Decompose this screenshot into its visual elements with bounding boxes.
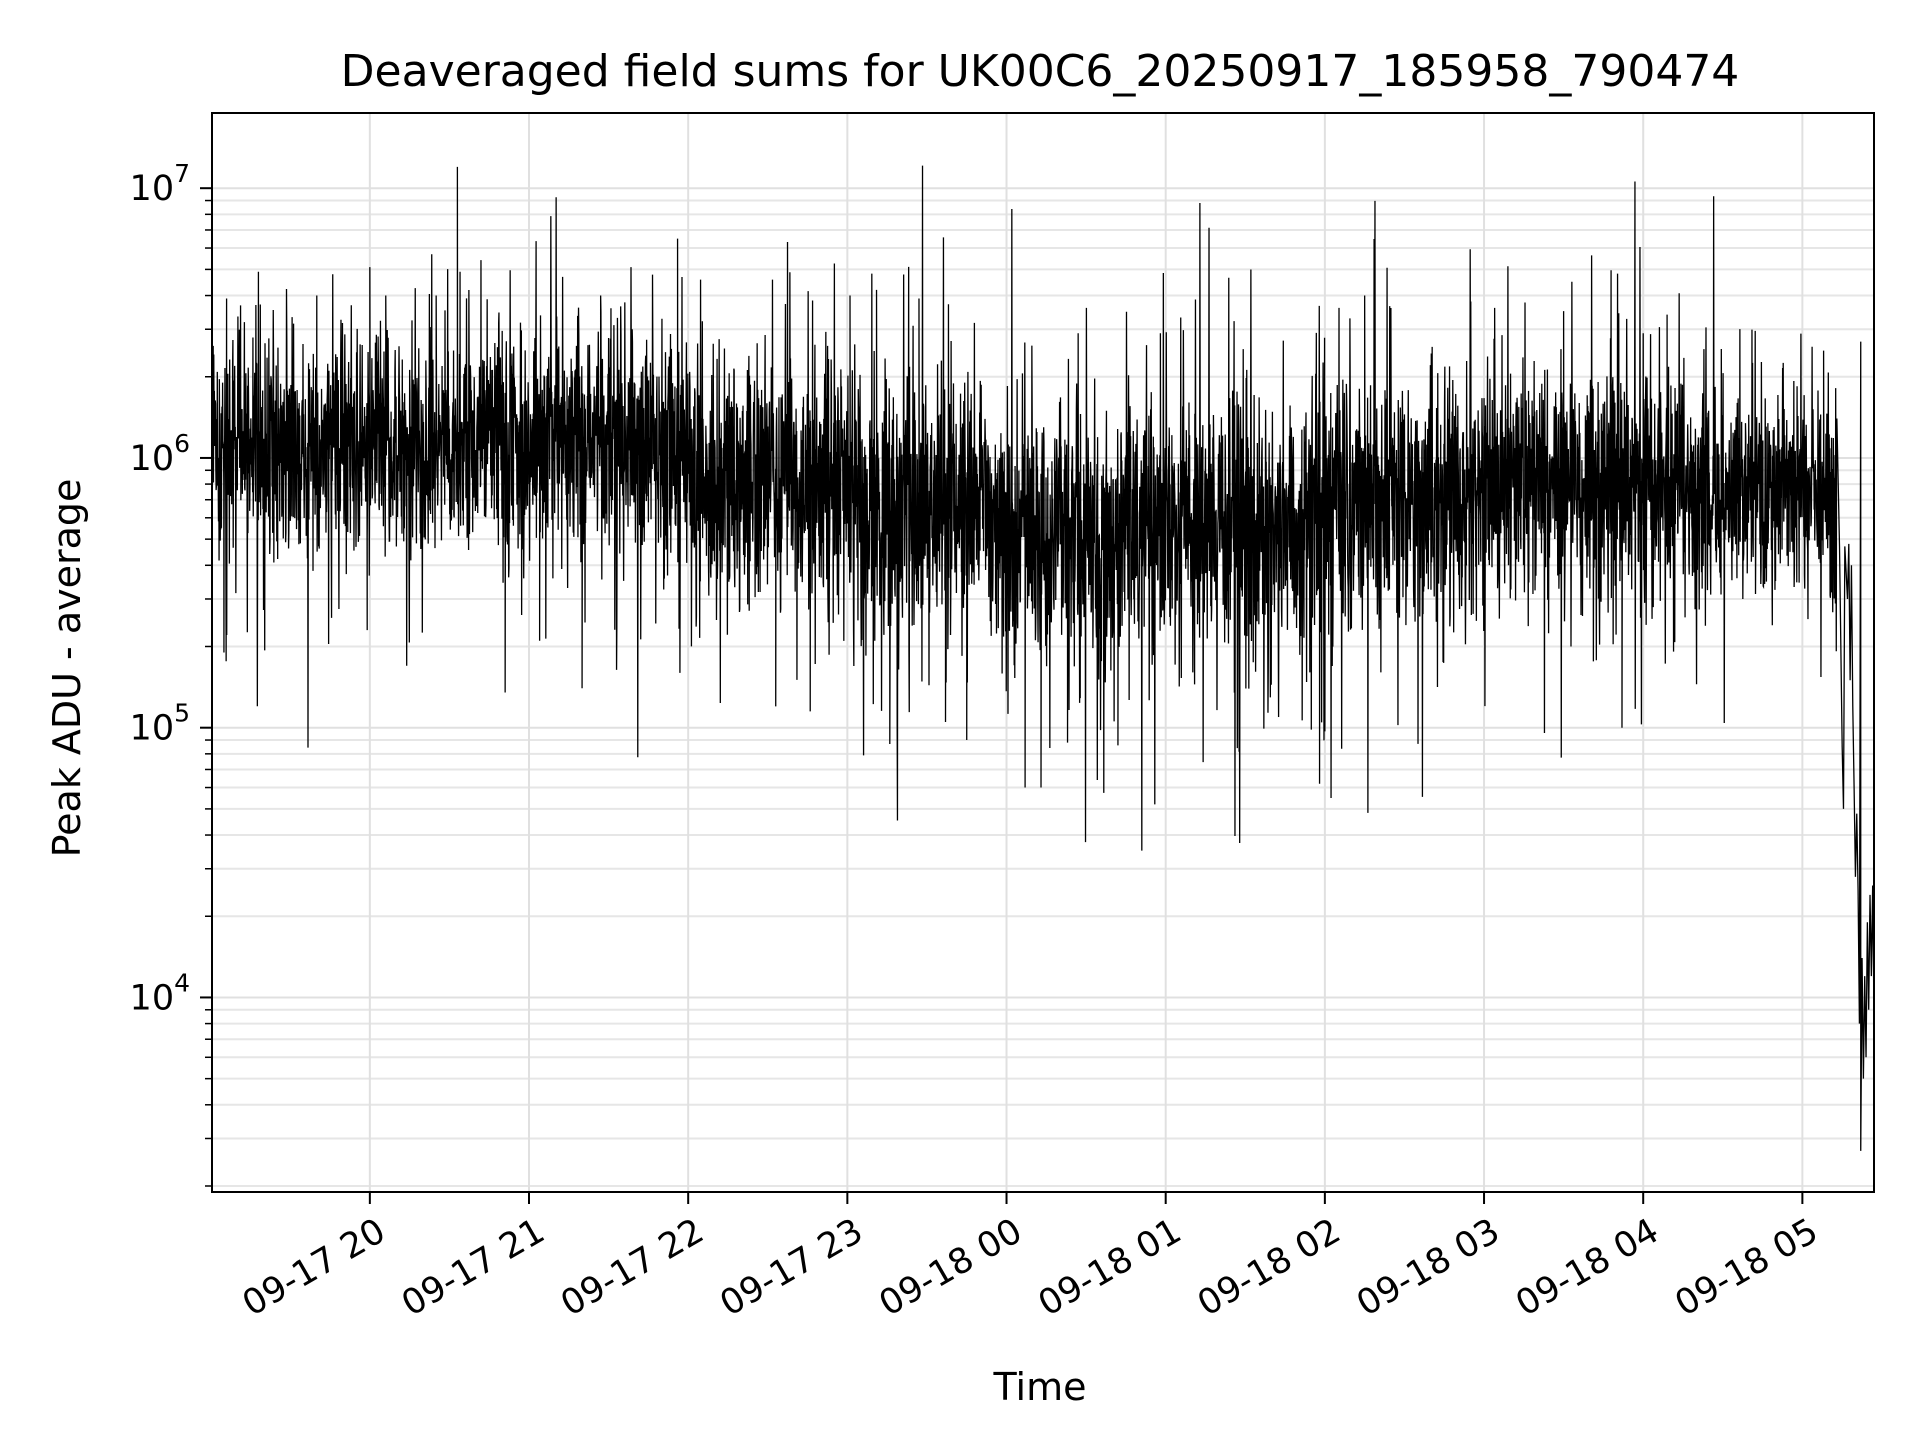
x-tick-label: 09-18 04: [1509, 1211, 1665, 1324]
y-axis-label: Peak ADU - average: [45, 479, 89, 858]
series-layer: [211, 165, 1875, 1151]
x-tick-label: 09-17 21: [395, 1211, 551, 1324]
y-tick-label: 107: [130, 159, 190, 209]
plot-frame: [211, 112, 1875, 1193]
x-tick-label: 09-18 00: [873, 1211, 1029, 1324]
x-tick-label: 09-18 01: [1032, 1211, 1188, 1324]
y-tick-label: 106: [130, 429, 190, 479]
x-tick-label: 09-17 23: [714, 1211, 870, 1324]
major-gridlines: [212, 113, 1874, 1192]
chart-title: Deaveraged field sums for UK00C6_2025091…: [341, 46, 1740, 97]
y-tick-label: 104: [130, 968, 190, 1018]
x-tick-label: 09-18 02: [1191, 1211, 1347, 1324]
x-axis-label: Time: [993, 1365, 1087, 1409]
x-tick-label: 09-17 22: [554, 1211, 710, 1324]
x-tick-label: 09-18 03: [1350, 1211, 1506, 1324]
x-tick-label: 09-17 20: [236, 1211, 392, 1324]
x-tick-label: 09-18 05: [1669, 1211, 1825, 1324]
minor-gridlines: [212, 199, 1874, 1187]
series-line: [211, 165, 1875, 1151]
y-tick-label: 105: [130, 699, 190, 749]
